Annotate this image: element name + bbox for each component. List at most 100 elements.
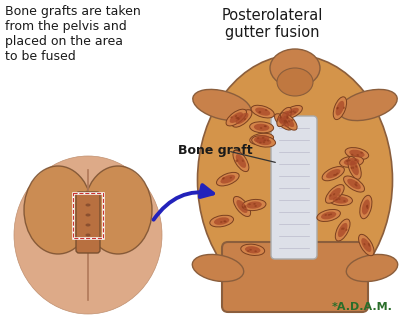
Ellipse shape	[280, 113, 297, 130]
Ellipse shape	[264, 125, 267, 127]
Ellipse shape	[336, 101, 344, 116]
Ellipse shape	[366, 204, 368, 207]
Ellipse shape	[346, 229, 348, 231]
Ellipse shape	[230, 112, 243, 123]
Ellipse shape	[233, 196, 251, 217]
Ellipse shape	[254, 135, 269, 143]
Ellipse shape	[198, 55, 392, 305]
Ellipse shape	[328, 195, 352, 205]
Ellipse shape	[247, 250, 250, 252]
Ellipse shape	[336, 199, 338, 200]
Ellipse shape	[336, 172, 338, 174]
Ellipse shape	[242, 160, 244, 162]
Ellipse shape	[326, 169, 340, 178]
Bar	[73, 193, 103, 238]
Ellipse shape	[193, 89, 251, 121]
Ellipse shape	[354, 159, 357, 161]
Ellipse shape	[343, 200, 346, 202]
Ellipse shape	[333, 193, 335, 195]
Ellipse shape	[263, 141, 265, 143]
Ellipse shape	[244, 205, 246, 207]
Ellipse shape	[333, 174, 336, 176]
Ellipse shape	[242, 199, 266, 211]
Ellipse shape	[321, 212, 336, 220]
Ellipse shape	[284, 120, 286, 122]
Ellipse shape	[233, 150, 249, 172]
Ellipse shape	[368, 243, 370, 245]
Ellipse shape	[250, 133, 274, 145]
Ellipse shape	[360, 195, 372, 219]
Ellipse shape	[277, 108, 292, 127]
Ellipse shape	[343, 107, 345, 109]
Ellipse shape	[338, 198, 340, 200]
Ellipse shape	[236, 117, 238, 119]
Ellipse shape	[253, 203, 256, 205]
Ellipse shape	[235, 115, 237, 117]
Ellipse shape	[224, 221, 227, 223]
Ellipse shape	[329, 195, 332, 196]
Ellipse shape	[236, 200, 248, 213]
Ellipse shape	[232, 110, 252, 127]
Ellipse shape	[285, 120, 287, 122]
Ellipse shape	[356, 154, 359, 156]
Text: Bone graft: Bone graft	[178, 143, 253, 156]
Ellipse shape	[336, 107, 338, 109]
Ellipse shape	[354, 183, 357, 185]
Ellipse shape	[24, 166, 92, 254]
Ellipse shape	[264, 140, 266, 141]
Ellipse shape	[344, 158, 359, 165]
Ellipse shape	[286, 108, 299, 116]
Bar	[73, 193, 103, 238]
Ellipse shape	[361, 238, 371, 252]
Ellipse shape	[259, 111, 261, 113]
Ellipse shape	[237, 117, 239, 119]
Ellipse shape	[257, 137, 259, 139]
Ellipse shape	[222, 177, 225, 179]
Ellipse shape	[255, 108, 270, 116]
Ellipse shape	[333, 196, 348, 204]
Ellipse shape	[262, 137, 264, 139]
Ellipse shape	[348, 156, 361, 179]
Ellipse shape	[86, 213, 90, 217]
Ellipse shape	[242, 206, 244, 208]
Ellipse shape	[294, 111, 296, 113]
Ellipse shape	[291, 119, 293, 121]
Ellipse shape	[317, 210, 340, 221]
Ellipse shape	[355, 181, 358, 184]
FancyBboxPatch shape	[271, 116, 317, 259]
Ellipse shape	[236, 113, 248, 124]
Ellipse shape	[216, 172, 239, 186]
Ellipse shape	[366, 205, 368, 208]
Ellipse shape	[283, 116, 294, 127]
Ellipse shape	[84, 166, 152, 254]
Ellipse shape	[362, 199, 370, 215]
Ellipse shape	[280, 116, 282, 119]
Ellipse shape	[343, 228, 344, 230]
Ellipse shape	[220, 175, 235, 184]
Text: Bone grafts are taken
from the pelvis and
placed on the area
to be fused: Bone grafts are taken from the pelvis an…	[5, 5, 141, 63]
Ellipse shape	[241, 244, 265, 255]
Ellipse shape	[236, 159, 238, 162]
Ellipse shape	[348, 160, 351, 161]
Ellipse shape	[288, 120, 290, 123]
Ellipse shape	[226, 109, 246, 126]
Ellipse shape	[254, 124, 270, 131]
Ellipse shape	[345, 148, 369, 159]
Ellipse shape	[347, 179, 361, 189]
Ellipse shape	[210, 215, 234, 227]
Ellipse shape	[277, 68, 313, 96]
Ellipse shape	[254, 205, 257, 207]
Ellipse shape	[335, 219, 350, 241]
Ellipse shape	[337, 107, 339, 109]
Ellipse shape	[284, 122, 286, 124]
Ellipse shape	[282, 106, 302, 119]
Ellipse shape	[355, 185, 358, 187]
Ellipse shape	[222, 178, 224, 180]
Ellipse shape	[192, 254, 244, 282]
Ellipse shape	[265, 109, 267, 111]
Ellipse shape	[322, 166, 344, 181]
Ellipse shape	[368, 244, 370, 247]
Ellipse shape	[341, 228, 343, 230]
Ellipse shape	[223, 220, 226, 222]
Ellipse shape	[246, 201, 262, 209]
